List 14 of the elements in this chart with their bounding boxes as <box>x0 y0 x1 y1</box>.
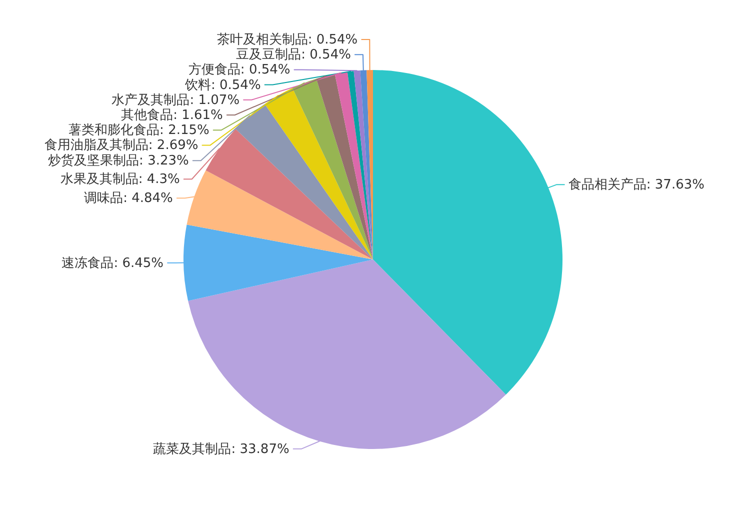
slice-label: 水产及其制品: 1.07% <box>112 92 240 108</box>
slice-label: 水果及其制品: 4.3% <box>60 172 180 188</box>
slice-label: 豆及豆制品: 0.54% <box>236 48 351 63</box>
slice-label: 调味品: 4.84% <box>84 191 173 206</box>
slice-label: 炒货及坚果制品: 3.23% <box>48 154 189 169</box>
slice-label: 方便食品: 0.54% <box>188 62 290 78</box>
slice-label: 茶叶及相关制品: 0.54% <box>216 32 358 48</box>
slice-label: 速冻食品: 6.45% <box>62 256 164 271</box>
slice-label: 饮料: 0.54% <box>184 78 261 93</box>
slice-label: 食用油脂及其制品: 2.69% <box>44 138 198 154</box>
slice-label: 其他食品: 1.61% <box>121 108 223 123</box>
slice-label: 薯类和膨化食品: 2.15% <box>68 123 210 138</box>
slice-label: 食品相关产品: 37.63% <box>568 178 704 193</box>
slice-label: 蔬菜及其制品: 33.87% <box>153 442 290 457</box>
